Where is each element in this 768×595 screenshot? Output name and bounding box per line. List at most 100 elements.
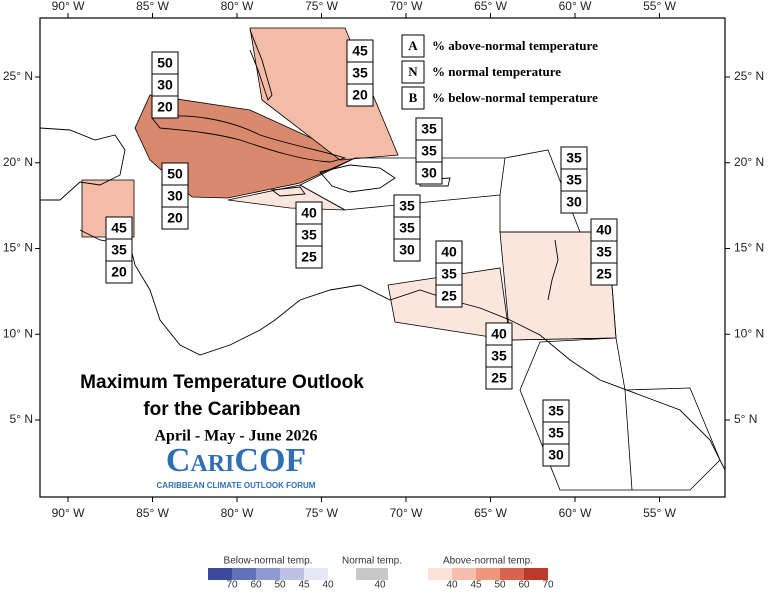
prob-value: 20 <box>111 264 127 280</box>
prob-box <box>415 161 443 185</box>
prob-value: 35 <box>399 220 415 236</box>
prob-box <box>590 262 618 286</box>
legend-swatch <box>256 568 280 580</box>
prob-value: 35 <box>421 143 437 159</box>
prob-value: 35 <box>548 403 564 419</box>
prob-value: 35 <box>421 121 437 137</box>
lon-label: 60° W <box>559 0 592 13</box>
lon-label: 70° W <box>390 0 423 13</box>
prob-value: 35 <box>491 348 507 364</box>
key-letter: B <box>409 90 418 105</box>
title-line: Maximum Temperature Outlook <box>80 372 364 393</box>
lon-label: 75° W <box>305 506 338 520</box>
legend-swatch <box>524 568 548 580</box>
legend-swatch <box>304 568 328 580</box>
prob-value: 30 <box>566 194 582 210</box>
title-line: for the Caribbean <box>143 399 300 420</box>
prob-value: 35 <box>566 150 582 166</box>
legend-label: 70 <box>542 580 554 590</box>
lat-label: 15° N <box>3 241 33 255</box>
logo-subtitle: CARIBBEAN CLIMATE OUTLOOK FORUM <box>157 481 316 490</box>
lon-label: 85° W <box>136 506 169 520</box>
prob-value: 30 <box>548 447 564 463</box>
key-letter: N <box>408 64 418 79</box>
prob-value: 30 <box>167 188 183 204</box>
prob-value: 35 <box>441 266 457 282</box>
legend-swatch <box>428 568 452 580</box>
hispaniola <box>319 164 396 193</box>
title-block: Maximum Temperature Outlook for the Cari… <box>80 372 364 490</box>
prob-value: 35 <box>566 172 582 188</box>
prob-value: 35 <box>301 227 317 243</box>
legend-label: 50 <box>494 580 506 590</box>
prob-value: 35 <box>548 425 564 441</box>
key-box <box>401 60 425 84</box>
prob-box <box>151 95 179 119</box>
prob-value: 40 <box>441 244 457 260</box>
legend-label: 50 <box>274 580 286 590</box>
lon-label: 70° W <box>390 506 423 520</box>
prob-value: 20 <box>352 87 368 103</box>
season: April - May - June 2026 <box>154 428 317 445</box>
lon-label: 85° W <box>136 0 169 13</box>
prob-box <box>105 260 133 284</box>
prob-box <box>485 366 513 390</box>
coastlines <box>39 29 726 471</box>
lesser-antilles <box>547 239 559 301</box>
legend-swatch <box>356 568 388 580</box>
key-box <box>401 86 425 110</box>
lat-label: 25° N <box>734 69 764 83</box>
prob-value: 50 <box>157 55 173 71</box>
prob-box <box>393 238 421 262</box>
lat-label: 20° N <box>734 155 764 169</box>
prob-value: 25 <box>491 370 507 386</box>
lat-label: 5° N <box>10 412 33 426</box>
prob-box <box>560 190 588 214</box>
lon-label: 65° W <box>474 506 507 520</box>
prob-value: 25 <box>441 288 457 304</box>
prob-value: 20 <box>157 99 173 115</box>
lat-label: 20° N <box>3 155 33 169</box>
prob-value: 50 <box>167 166 183 182</box>
key-text: % above-normal temperature <box>432 38 598 53</box>
prob-box <box>435 284 463 308</box>
prob-value: 35 <box>111 242 127 258</box>
legend-label: 70 <box>226 580 238 590</box>
prob-value: 30 <box>157 77 173 93</box>
lon-label: 80° W <box>221 506 254 520</box>
key-letter: A <box>408 38 418 53</box>
key-box <box>401 34 425 58</box>
legend-title: Normal temp. <box>342 556 402 567</box>
legend-title: Below-normal temp. <box>224 556 313 567</box>
legend-swatch <box>476 568 500 580</box>
legend-label: 60 <box>518 580 530 590</box>
legend-label: 60 <box>250 580 262 590</box>
lat-label: 15° N <box>734 241 764 255</box>
prob-box <box>161 206 189 230</box>
key-text: % normal temperature <box>432 64 561 79</box>
outlook-region <box>249 27 399 161</box>
prob-value: 35 <box>352 65 368 81</box>
legend-swatch <box>232 568 256 580</box>
prob-value: 40 <box>596 222 612 238</box>
prob-value: 40 <box>301 205 317 221</box>
lon-label: 55° W <box>643 0 676 13</box>
prob-box <box>346 83 374 107</box>
prob-value: 45 <box>352 43 368 59</box>
lon-label: 80° W <box>221 0 254 13</box>
lon-label: 60° W <box>559 506 592 520</box>
legend-swatch <box>500 568 524 580</box>
prob-value: 25 <box>301 249 317 265</box>
logo: CariCOF <box>166 442 306 479</box>
prob-value: 35 <box>596 244 612 260</box>
legend-label: 40 <box>374 580 386 590</box>
lat-label: 10° N <box>734 326 764 340</box>
prob-value: 20 <box>167 210 183 226</box>
legend-label: 45 <box>470 580 482 590</box>
prob-box <box>542 443 570 467</box>
legend-swatch <box>208 568 232 580</box>
florida <box>249 29 273 101</box>
prob-value: 30 <box>421 165 437 181</box>
lon-label: 55° W <box>643 506 676 520</box>
